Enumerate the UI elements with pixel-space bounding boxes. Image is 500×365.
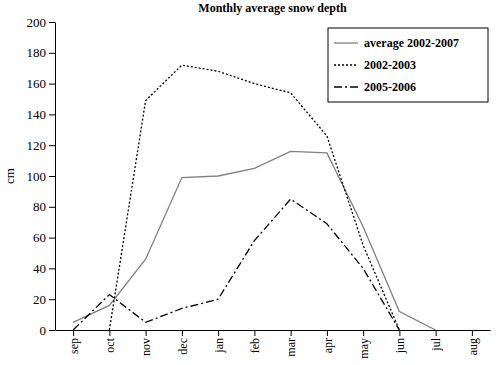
y-tick-mark <box>49 207 55 208</box>
y-tick-mark <box>49 84 55 85</box>
x-tick: jul <box>429 330 443 352</box>
x-tick: aug <box>466 330 480 355</box>
y-tick: 60 <box>33 230 55 245</box>
x-tick-label: jan <box>212 338 226 354</box>
y-tick: 40 <box>33 261 55 276</box>
x-tick: dec <box>176 330 190 355</box>
y-tick-label: 60 <box>33 230 46 245</box>
x-tick: oct <box>103 330 117 353</box>
y-tick: 0 <box>40 323 56 338</box>
x-tick-mark <box>218 330 219 336</box>
y-tick-label: 20 <box>33 292 46 307</box>
series-line <box>73 151 436 330</box>
y-tick-label: 180 <box>27 45 47 60</box>
y-tick: 120 <box>27 138 56 153</box>
x-tick-mark <box>327 330 328 336</box>
x-tick-mark <box>436 330 437 336</box>
legend-label: 2005-2006 <box>364 80 416 94</box>
y-tick-label: 120 <box>27 138 47 153</box>
y-tick-mark <box>49 299 55 300</box>
x-tick-mark <box>73 330 74 336</box>
x-tick-mark <box>472 330 473 336</box>
x-tick-mark <box>291 330 292 336</box>
y-tick-mark <box>49 268 55 269</box>
x-tick-label: jun <box>393 338 407 354</box>
legend-swatch <box>334 86 358 87</box>
x-tick-label: sep <box>67 338 81 354</box>
y-tick-mark <box>49 176 55 177</box>
x-tick-label: oct <box>103 337 117 352</box>
legend-label: 2002-2003 <box>364 58 416 72</box>
y-tick-mark <box>49 53 55 54</box>
legend-swatch <box>334 64 358 65</box>
y-tick-mark <box>49 238 55 239</box>
x-tick-label: jul <box>429 337 443 351</box>
x-tick-label: mar <box>284 338 298 357</box>
y-tick: 20 <box>33 292 55 307</box>
x-axis-line <box>56 330 491 331</box>
legend-swatch <box>334 42 358 43</box>
series-line <box>73 199 399 330</box>
y-tick-mark <box>49 145 55 146</box>
legend-label: average 2002-2007 <box>364 36 459 50</box>
y-tick-label: 160 <box>27 76 47 91</box>
y-tick-label: 200 <box>27 15 47 30</box>
y-axis-title: cm <box>2 168 17 184</box>
x-axis: sep oct nov dec jan feb mar apr may jun jul aug <box>56 330 491 359</box>
x-tick-mark <box>109 330 110 336</box>
y-axis: 0 20 40 60 80 100 120 140 160 180 200 <box>27 15 56 338</box>
x-tick-label: may <box>357 338 371 359</box>
y-tick: 100 <box>27 169 56 184</box>
x-tick: apr <box>321 330 335 353</box>
y-tick-mark <box>49 330 55 331</box>
y-tick-mark <box>49 114 55 115</box>
y-tick-label: 40 <box>33 261 46 276</box>
x-tick: sep <box>67 330 81 354</box>
x-tick: mar <box>284 330 298 357</box>
chart: Monthly average snow depth cm 0 20 40 60 80 100… <box>0 0 500 365</box>
legend: average 2002-2007 2002-2003 2005-2006 <box>328 28 488 102</box>
y-tick: 160 <box>27 76 56 91</box>
series-line <box>109 65 399 330</box>
y-tick: 140 <box>27 107 56 122</box>
x-tick-mark <box>254 330 255 336</box>
x-tick-label: dec <box>176 338 190 355</box>
x-tick: jan <box>212 330 226 354</box>
plot-area <box>73 65 436 330</box>
x-tick-mark <box>146 330 147 336</box>
x-tick: may <box>357 330 371 359</box>
x-tick: feb <box>248 330 262 353</box>
legend-box <box>328 28 488 102</box>
x-tick-mark <box>399 330 400 336</box>
y-tick-label: 80 <box>33 199 46 214</box>
y-tick-label: 0 <box>40 323 47 338</box>
x-tick: jun <box>393 330 407 354</box>
x-tick-mark <box>363 330 364 336</box>
x-tick-label: aug <box>466 338 480 355</box>
y-tick-mark <box>49 22 55 23</box>
y-tick: 180 <box>27 45 56 60</box>
y-tick: 80 <box>33 199 55 214</box>
x-tick-mark <box>182 330 183 336</box>
y-tick-label: 100 <box>27 169 47 184</box>
x-tick: nov <box>139 330 153 356</box>
title: Monthly average snow depth <box>198 1 347 15</box>
x-tick-label: feb <box>248 338 262 353</box>
y-tick-label: 140 <box>27 107 47 122</box>
x-tick-label: apr <box>321 338 335 353</box>
y-tick: 200 <box>27 15 56 30</box>
x-tick-label: nov <box>139 338 153 356</box>
y-axis-line <box>55 23 56 331</box>
